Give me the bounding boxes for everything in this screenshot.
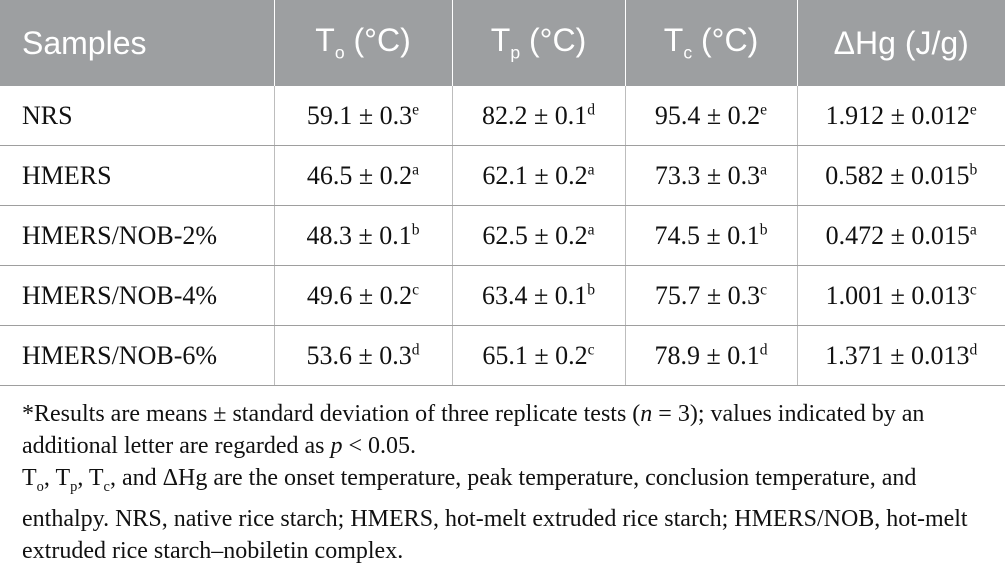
significance-letter: b: [587, 280, 596, 298]
mean-sd-value: 62.1 ± 0.2: [482, 160, 588, 190]
significance-letter: a: [587, 160, 595, 178]
dsc-parameters-table: Samples To (°C) Tp (°C) Tc (°C) ΔHg (J/g…: [0, 0, 1005, 386]
sample-name-cell: HMERS/NOB-6%: [0, 325, 275, 386]
mean-sd-value: 65.1 ± 0.2: [482, 340, 588, 370]
value-cell: 49.6 ± 0.2c: [274, 265, 453, 326]
mean-sd-value: 63.4 ± 0.1: [481, 280, 588, 310]
value-cell: 75.7 ± 0.3c: [625, 265, 798, 326]
mean-sd-value: 1.001 ± 0.013: [825, 280, 970, 310]
value-cell: 53.6 ± 0.3d: [274, 325, 453, 386]
footnote-abbreviations: To, Tp, Tc, and ΔHg are the onset temper…: [22, 465, 968, 564]
value-cell: 0.582 ± 0.015b: [797, 145, 1005, 206]
sample-name-cell: NRS: [0, 86, 275, 146]
table-body: NRS 59.1 ± 0.3e 82.2 ± 0.1d 95.4 ± 0.2e 1.91…: [0, 86, 1005, 386]
value-cell: 1.912 ± 0.012e: [797, 86, 1005, 146]
value-cell: 59.1 ± 0.3e: [274, 86, 453, 146]
value-cell: 48.3 ± 0.1b: [274, 205, 453, 266]
significance-letter: d: [411, 340, 420, 358]
sample-name-cell: HMERS/NOB-2%: [0, 205, 275, 266]
mean-sd-value: 48.3 ± 0.1: [306, 220, 412, 250]
significance-letter: b: [759, 220, 768, 238]
sample-name-cell: HMERS/NOB-4%: [0, 265, 275, 326]
mean-sd-value: 1.371 ± 0.013: [825, 340, 970, 370]
header-enthalpy: ΔHg (J/g): [797, 0, 1005, 86]
significance-letter: e: [412, 100, 420, 118]
significance-letter: c: [412, 280, 420, 298]
significance-letter: b: [969, 160, 978, 178]
mean-sd-value: 46.5 ± 0.2: [306, 160, 413, 190]
mean-sd-value: 73.3 ± 0.3: [654, 160, 761, 190]
footnote-statistics: *Results are means ± standard deviation …: [22, 401, 925, 459]
value-cell: 78.9 ± 0.1d: [625, 325, 798, 386]
table-row: HMERS/NOB-6% 53.6 ± 0.3d 65.1 ± 0.2c 78.9 ±…: [0, 325, 1005, 386]
header-row: Samples To (°C) Tp (°C) Tc (°C) ΔHg (J/g…: [0, 0, 1005, 86]
value-cell: 73.3 ± 0.3a: [625, 145, 798, 206]
mean-sd-value: 95.4 ± 0.2: [654, 100, 761, 130]
mean-sd-value: 0.472 ± 0.015: [825, 220, 970, 250]
table-footnotes: *Results are means ± standard deviation …: [22, 398, 997, 567]
mean-sd-value: 59.1 ± 0.3: [306, 100, 413, 130]
table-header: Samples To (°C) Tp (°C) Tc (°C) ΔHg (J/g…: [0, 0, 1005, 86]
significance-letter: e: [969, 100, 977, 118]
mean-sd-value: 0.582 ± 0.015: [825, 160, 970, 190]
significance-letter: a: [587, 220, 595, 238]
mean-sd-value: 75.7 ± 0.3: [654, 280, 761, 310]
mean-sd-value: 49.6 ± 0.2: [306, 280, 413, 310]
value-cell: 1.001 ± 0.013c: [797, 265, 1005, 326]
mean-sd-value: 1.912 ± 0.012: [825, 100, 970, 130]
value-cell: 63.4 ± 0.1b: [452, 265, 626, 326]
value-cell: 65.1 ± 0.2c: [452, 325, 626, 386]
table-row: NRS 59.1 ± 0.3e 82.2 ± 0.1d 95.4 ± 0.2e 1.91…: [0, 86, 1005, 146]
value-cell: 46.5 ± 0.2a: [274, 145, 453, 206]
header-onset-temp: To (°C): [274, 0, 453, 86]
significance-letter: c: [760, 280, 768, 298]
mean-sd-value: 62.5 ± 0.2: [482, 220, 588, 250]
value-cell: 62.5 ± 0.2a: [452, 205, 626, 266]
significance-letter: c: [587, 340, 595, 358]
significance-letter: a: [412, 160, 420, 178]
table-row: HMERS/NOB-2% 48.3 ± 0.1b 62.5 ± 0.2a 74.5 ±…: [0, 205, 1005, 266]
header-conclusion-temp: Tc (°C): [625, 0, 798, 86]
significance-letter: a: [969, 220, 977, 238]
mean-sd-value: 53.6 ± 0.3: [306, 340, 412, 370]
table-row: HMERS/NOB-4% 49.6 ± 0.2c 63.4 ± 0.1b 75.7 ±…: [0, 265, 1005, 326]
sample-name-cell: HMERS: [0, 145, 275, 206]
value-cell: 82.2 ± 0.1d: [452, 86, 626, 146]
mean-sd-value: 78.9 ± 0.1: [654, 340, 760, 370]
header-samples: Samples: [0, 0, 275, 86]
header-peak-temp: Tp (°C): [452, 0, 626, 86]
value-cell: 62.1 ± 0.2a: [452, 145, 626, 206]
table-row: HMERS 46.5 ± 0.2a 62.1 ± 0.2a 73.3 ± 0.3a 0.…: [0, 145, 1005, 206]
mean-sd-value: 82.2 ± 0.1: [481, 100, 588, 130]
significance-letter: c: [969, 280, 977, 298]
value-cell: 1.371 ± 0.013d: [797, 325, 1005, 386]
significance-letter: e: [760, 100, 768, 118]
value-cell: 95.4 ± 0.2e: [625, 86, 798, 146]
value-cell: 0.472 ± 0.015a: [797, 205, 1005, 266]
significance-letter: d: [587, 100, 596, 118]
value-cell: 74.5 ± 0.1b: [625, 205, 798, 266]
significance-letter: b: [411, 220, 420, 238]
significance-letter: a: [760, 160, 768, 178]
significance-letter: d: [969, 340, 978, 358]
significance-letter: d: [759, 340, 768, 358]
mean-sd-value: 74.5 ± 0.1: [654, 220, 760, 250]
